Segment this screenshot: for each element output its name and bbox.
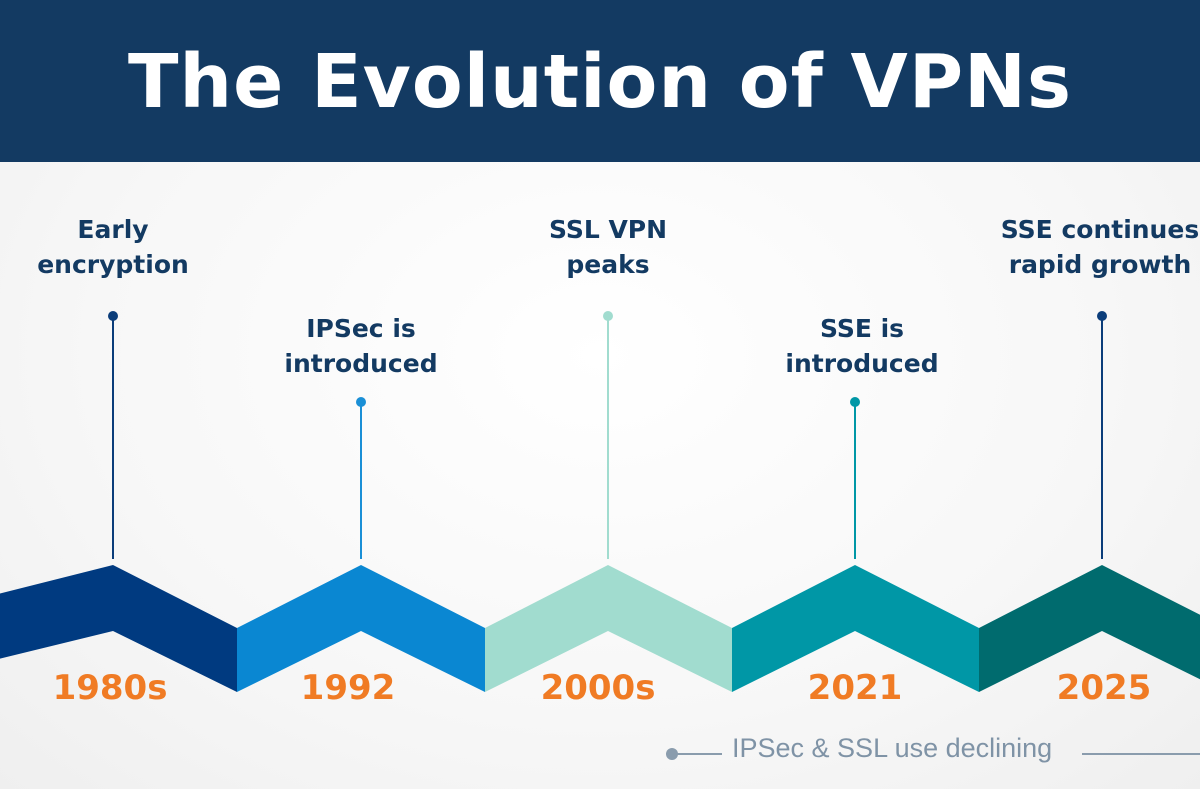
- event-label-line: introduced: [785, 349, 939, 378]
- chevron-2021: [732, 565, 979, 692]
- title-banner: The Evolution of VPNs: [0, 0, 1200, 162]
- event-label-line: SSE continues: [1000, 215, 1200, 244]
- dot-2021: [850, 397, 860, 407]
- event-label-2000s: SSL VPN peaks: [478, 212, 738, 282]
- dot-1980s: [108, 311, 118, 321]
- event-label-2025: SSE continues rapid growth: [970, 212, 1200, 282]
- chevron-2025: [979, 565, 1200, 692]
- event-label-line: peaks: [566, 250, 650, 279]
- year-label-1992: 1992: [300, 668, 396, 708]
- event-label-1980s: Early encryption: [0, 212, 243, 282]
- event-label-line: SSE is: [819, 314, 905, 343]
- event-label-1992: IPSec is introduced: [231, 311, 491, 381]
- chevron-2000s: [485, 565, 732, 692]
- event-label-line: rapid growth: [1008, 250, 1192, 279]
- chevron-1980s: [0, 565, 237, 692]
- dot-1992: [356, 397, 366, 407]
- year-label-2025: 2025: [1056, 668, 1152, 708]
- event-label-line: introduced: [284, 349, 438, 378]
- event-label-line: IPSec is: [306, 314, 416, 343]
- year-label-1980s: 1980s: [52, 668, 168, 708]
- event-label-line: SSL VPN: [548, 215, 668, 244]
- declining-note: IPSec & SSL use declining: [732, 733, 1053, 763]
- dot-2000s: [603, 311, 613, 321]
- event-label-2021: SSE is introduced: [732, 311, 992, 381]
- page-title: The Evolution of VPNs: [127, 39, 1073, 125]
- year-label-2021: 2021: [807, 668, 903, 708]
- year-label-2000s: 2000s: [540, 668, 656, 708]
- dot-2025: [1097, 311, 1107, 321]
- chevron-1992: [237, 565, 485, 692]
- event-label-line: encryption: [37, 250, 189, 279]
- event-label-line: Early: [77, 215, 149, 244]
